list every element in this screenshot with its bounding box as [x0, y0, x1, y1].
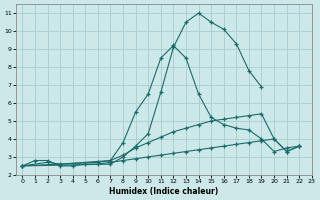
X-axis label: Humidex (Indice chaleur): Humidex (Indice chaleur): [109, 187, 219, 196]
